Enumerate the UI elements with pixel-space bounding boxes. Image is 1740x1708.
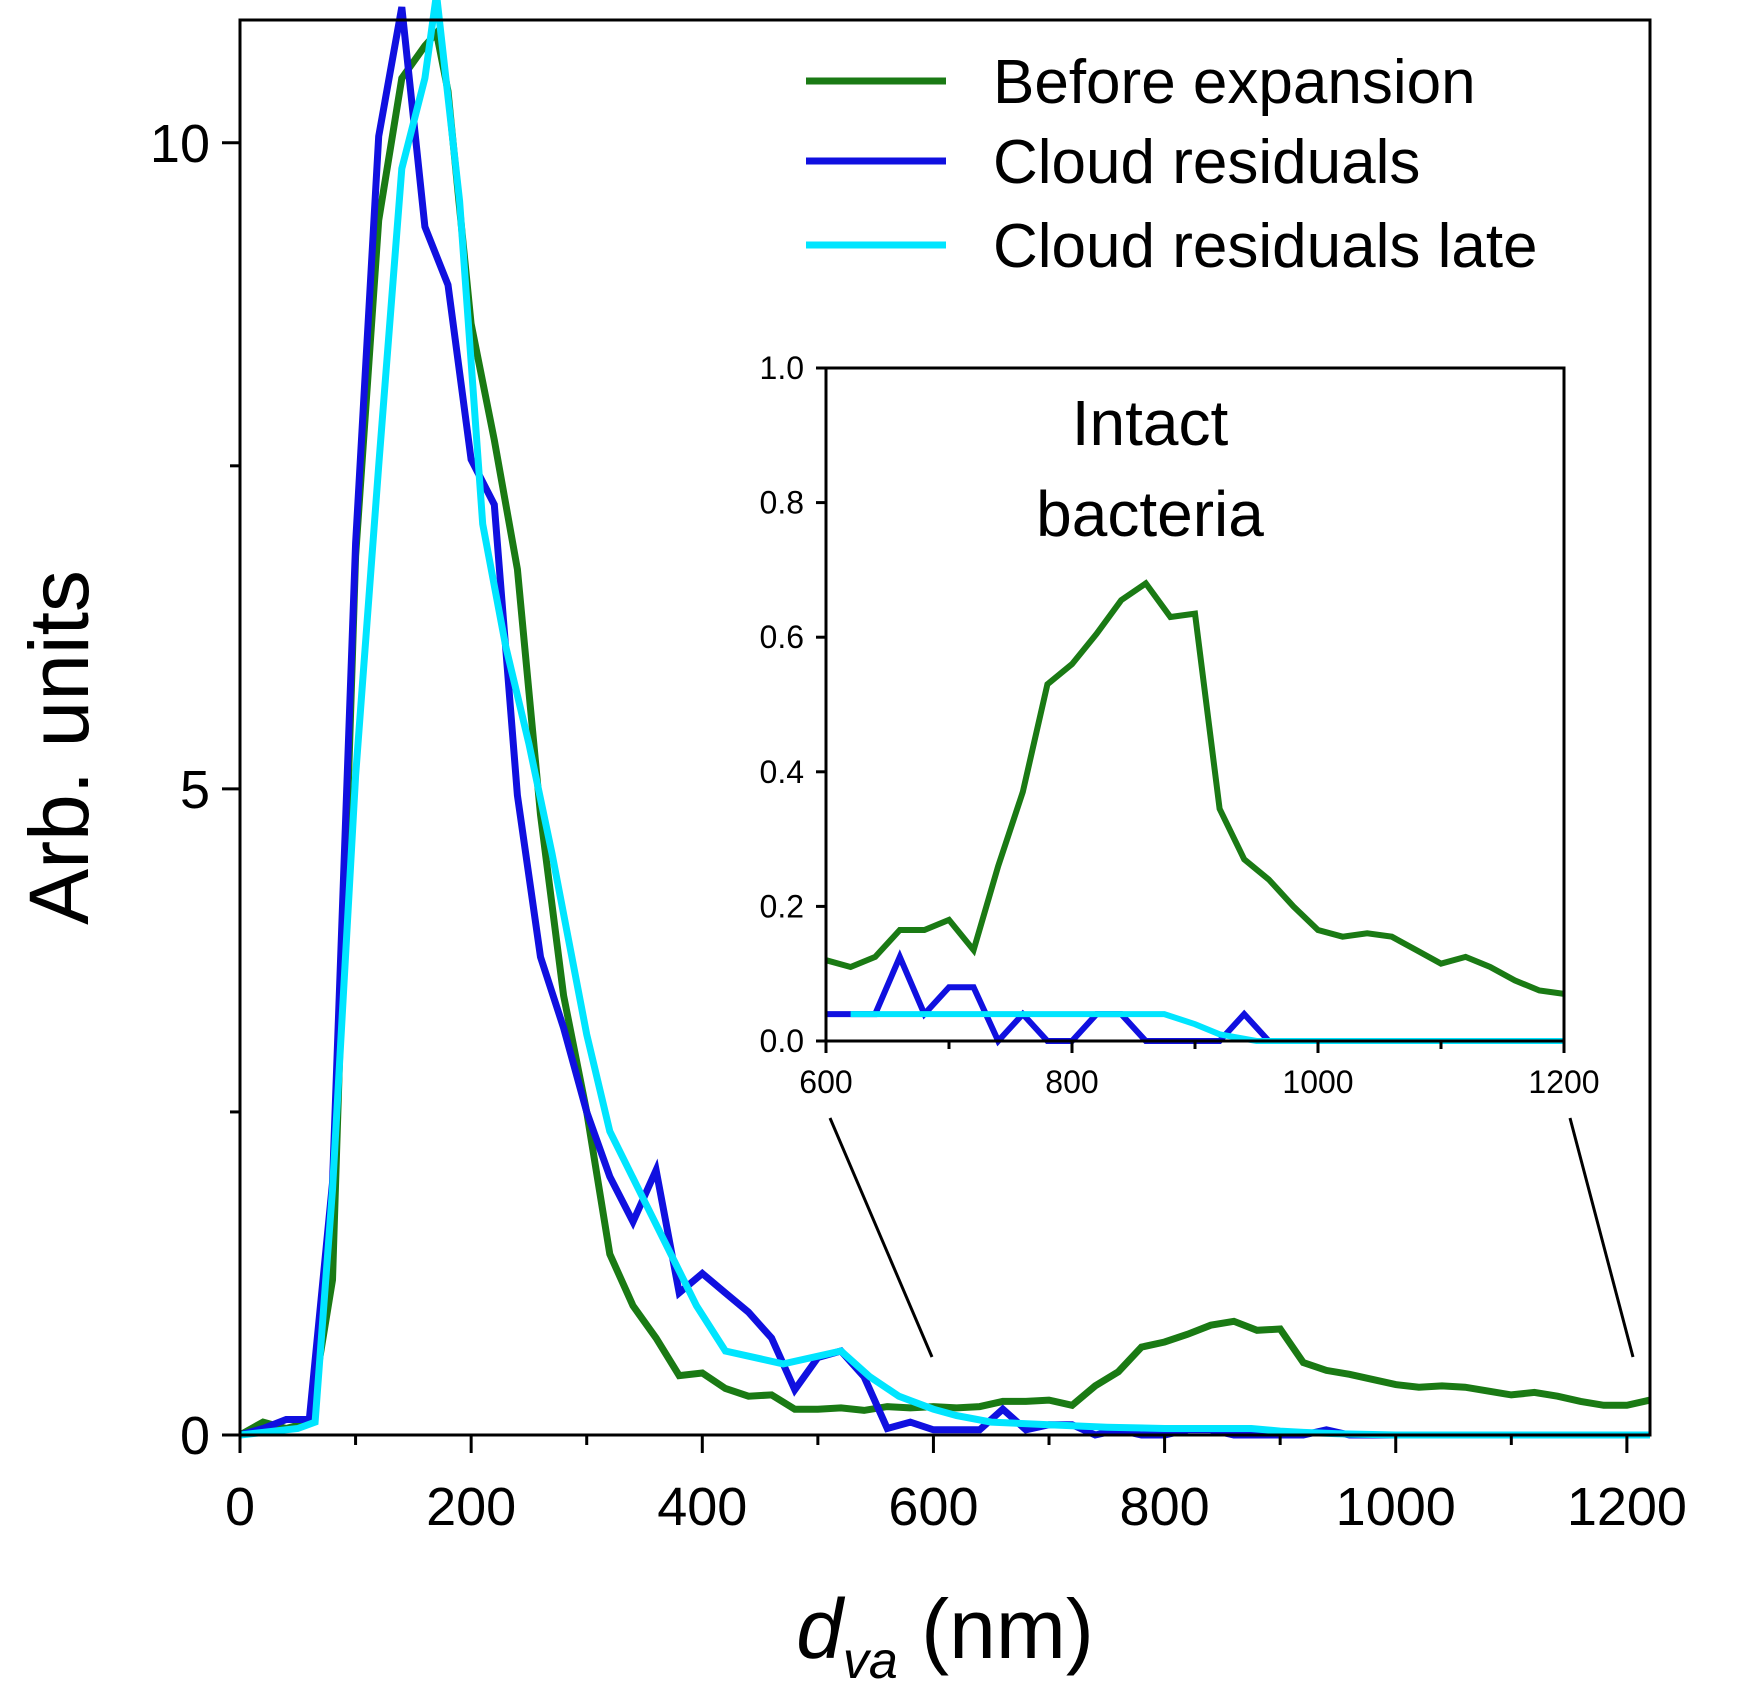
inset-title-line: Intact [1072,387,1229,459]
x-tick-label: 200 [426,1477,516,1537]
x-axis-title: dva (nm) [796,1582,1094,1690]
plot-frame [238,18,1652,1437]
inset-y-tick-label: 0.2 [760,888,804,924]
inset-background [826,368,1564,1041]
legend-label-cloud-residuals-late: Cloud residuals late [993,212,1538,281]
inset-y-tick-label: 0.4 [760,754,804,790]
legend-label-cloud-residuals: Cloud residuals [993,128,1420,197]
legend: Before expansion Cloud residuals Cloud res… [806,48,1538,281]
inset-series-line-cloud-residuals [826,949,1564,1047]
y-axis-title: Arb. units [12,570,106,925]
zoom-line-left [828,1117,934,1358]
inset-y-tick-label: 0.6 [760,619,804,655]
x-tick-label: 800 [1120,1477,1210,1537]
series-line-cloud-residuals-late [239,0,1650,1439]
x-axis-title-subscript: va [843,1632,898,1690]
zoom-line-right [1568,1117,1635,1358]
y-tick-label: 5 [180,760,210,820]
legend-label-before-expansion: Before expansion [993,48,1476,117]
inset-x-tick-label: 1200 [1528,1064,1599,1100]
y-tick-label: 0 [180,1406,210,1466]
inset-x-tick-label: 800 [1045,1064,1098,1100]
zoom-indicator-lines [828,1117,1635,1358]
inset-y-tick-label: 0.0 [760,1023,804,1059]
inset-x-tick-label: 1000 [1282,1064,1353,1100]
main-plot: 0 200 400 600 800 1000 1200 0 5 10 Arb. units dva (… [12,0,1687,1690]
x-axis-title-unit: (nm) [898,1582,1094,1676]
x-tick-label: 1200 [1567,1477,1687,1537]
y-tick-label: 10 [150,114,210,174]
x-tick-label: 400 [657,1477,747,1537]
inset-plot: 600 800 1000 1200 0.0 0.2 0.4 0.6 0.8 1.0 Intact ba… [760,350,1600,1100]
inset-title-line: bacteria [1036,478,1264,550]
x-tick-label: 1000 [1336,1477,1456,1537]
inset-y-tick-label: 1.0 [760,350,804,386]
inset-y-tick-label: 0.8 [760,485,804,521]
inset-x-tick-label: 600 [799,1064,852,1100]
x-tick-label: 600 [888,1477,978,1537]
x-axis-title-symbol: d [796,1582,845,1676]
x-tick-label: 0 [225,1477,255,1537]
inset-series-line-before-expansion [825,579,1565,997]
